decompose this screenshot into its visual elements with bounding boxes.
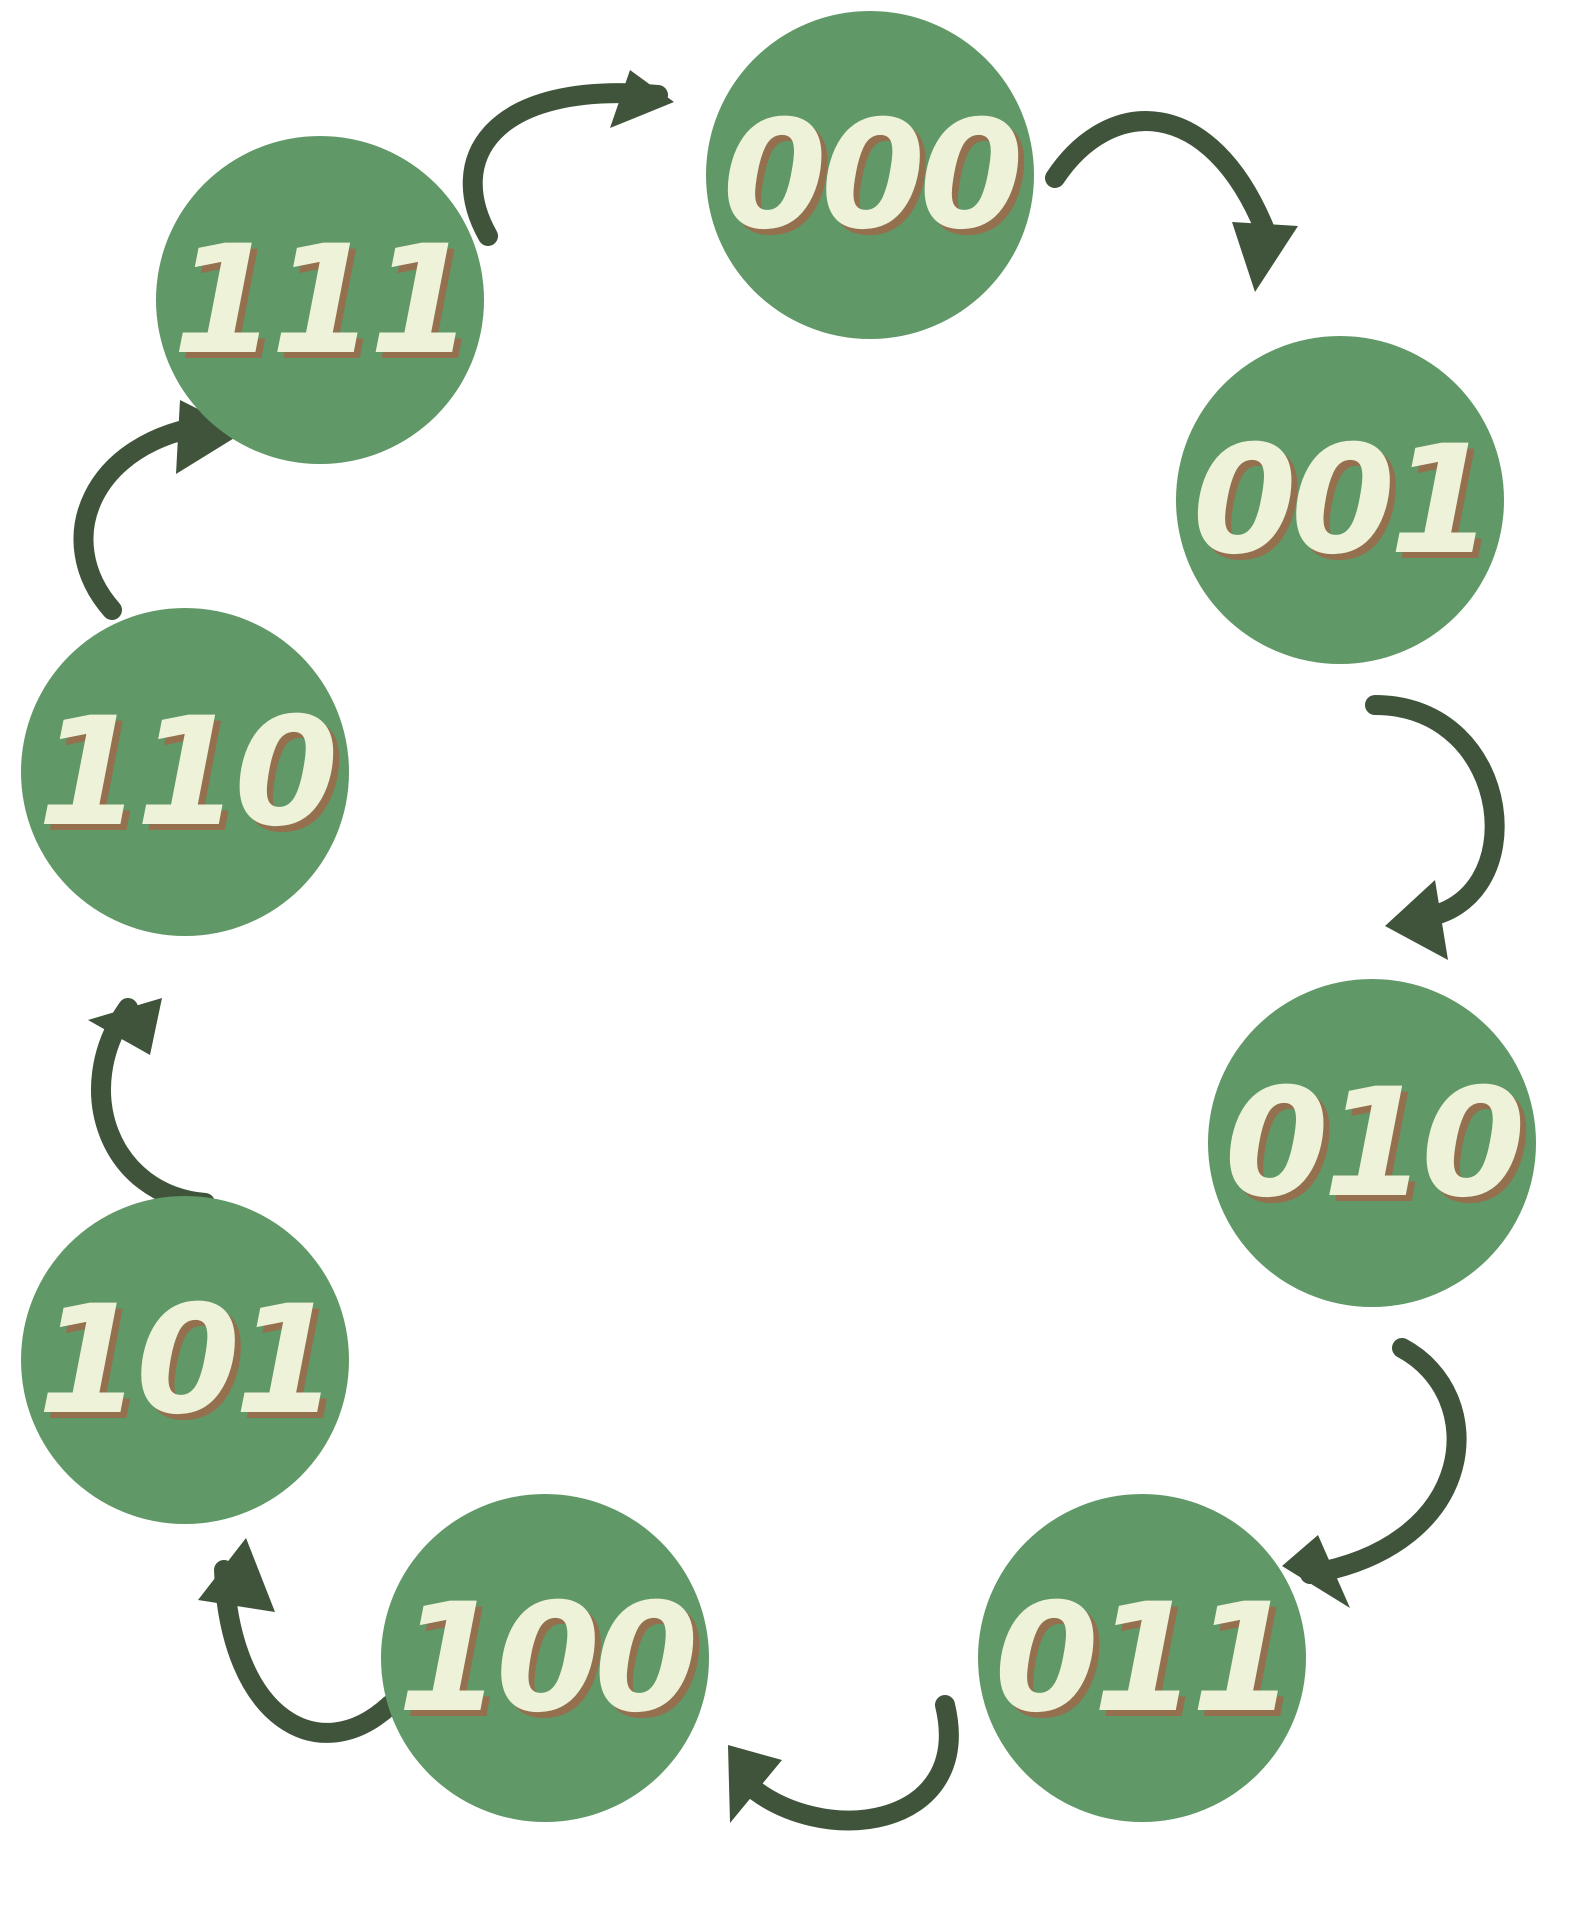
arrow-shaft	[735, 1695, 959, 1831]
arrow-head	[610, 70, 674, 128]
state-circle	[706, 11, 1034, 339]
state-label: 100	[397, 1572, 694, 1746]
arrow-001-to-010	[1365, 695, 1505, 960]
arrow-head	[88, 998, 162, 1055]
state-circle	[21, 1196, 349, 1524]
arrow-head	[176, 400, 244, 474]
arrow-shaft	[1045, 111, 1275, 240]
state-circle	[978, 1494, 1306, 1822]
arrow-head	[1282, 1535, 1350, 1608]
state-label: 010	[1224, 1057, 1521, 1231]
state-circle	[1208, 979, 1536, 1307]
arrow-000-to-001	[1045, 111, 1298, 292]
state-label: 101	[37, 1274, 332, 1448]
arrow-shaft	[73, 415, 220, 620]
state-circle	[1176, 336, 1504, 664]
state-label-shadow: 010	[1230, 1063, 1527, 1237]
arrow-111-to-000	[462, 70, 674, 246]
state-label: 001	[1192, 414, 1487, 588]
arrow-shaft	[214, 1560, 400, 1743]
state-label-shadow: 001	[1198, 420, 1493, 594]
state-circle	[21, 608, 349, 936]
state-label-shadow: 101	[43, 1280, 338, 1454]
state-label: 110	[37, 686, 334, 860]
arrow-shaft	[91, 998, 215, 1213]
arrow-head	[728, 1745, 782, 1823]
arrow-head	[1232, 222, 1298, 292]
state-circle	[381, 1494, 709, 1822]
arrow-shaft	[1365, 695, 1505, 928]
state-label-shadow: 100	[403, 1578, 700, 1752]
state-label-shadow: 011	[1000, 1578, 1295, 1752]
arrow-010-to-011	[1282, 1338, 1467, 1608]
state-label: 011	[994, 1572, 1289, 1746]
arrow-100-to-101	[198, 1538, 400, 1743]
arrow-shaft	[462, 83, 668, 246]
state-label: 111	[172, 214, 467, 388]
state-circle	[156, 136, 484, 464]
arrow-head	[1385, 880, 1448, 960]
arrow-shaft	[1300, 1338, 1467, 1584]
state-label-shadow: 111	[178, 220, 473, 394]
state-label-shadow: 110	[43, 692, 340, 866]
arrow-101-to-110	[88, 998, 215, 1213]
arrow-head	[198, 1538, 275, 1612]
arrow-011-to-100	[728, 1695, 959, 1831]
state-label: 000	[722, 89, 1019, 263]
state-label-shadow: 000	[728, 95, 1025, 269]
arrow-110-to-111	[73, 400, 244, 620]
